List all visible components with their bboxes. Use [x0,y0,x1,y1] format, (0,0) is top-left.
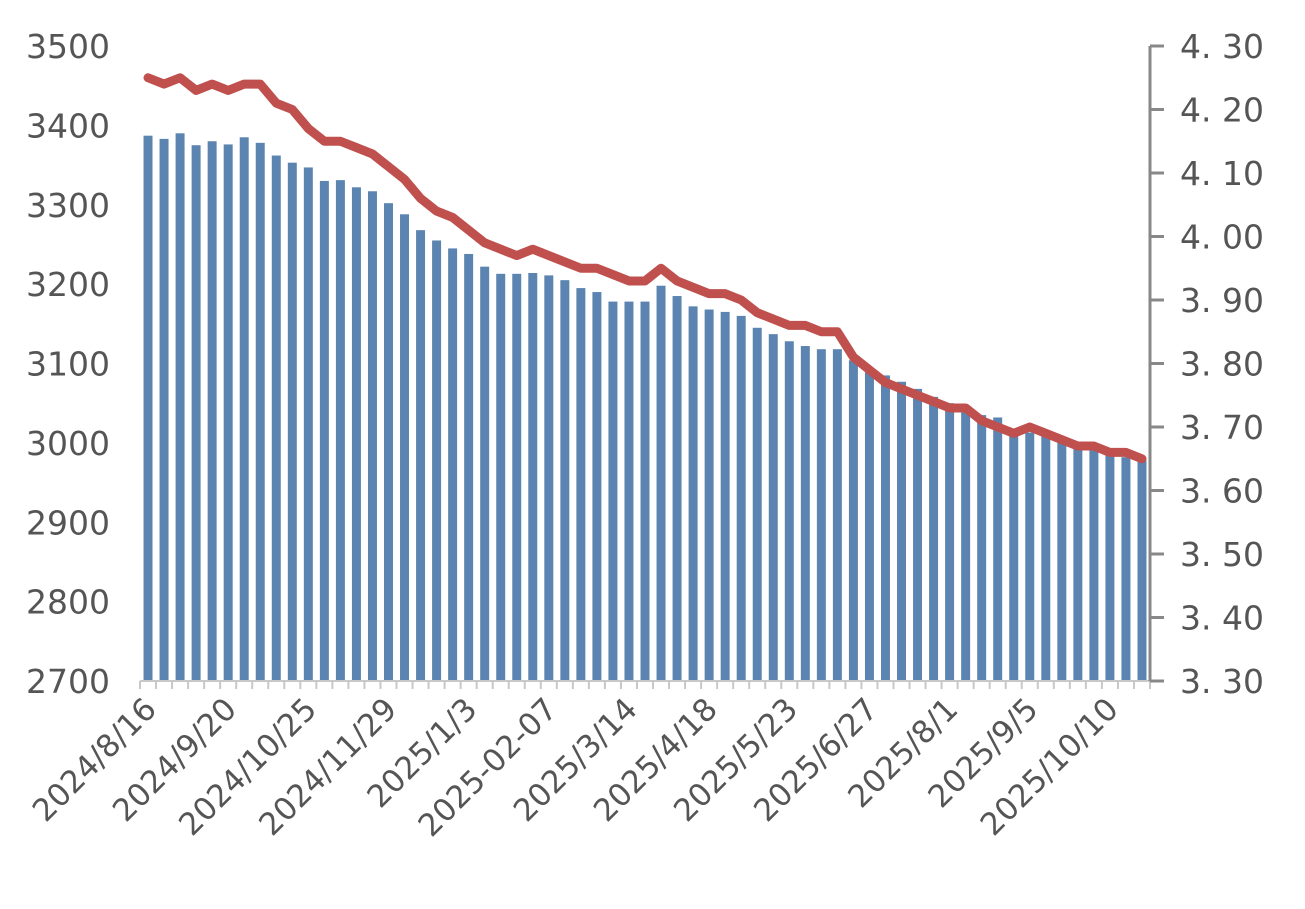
y2-tick-label: 4. 30 [1180,27,1264,66]
bar-2 [175,133,185,681]
bar-17 [416,230,426,681]
bar-36 [720,311,730,681]
y2-tick-label: 3. 50 [1180,535,1264,574]
bar-51 [961,408,971,681]
y2-tick-label: 3. 40 [1180,599,1264,638]
bar-57 [1057,441,1067,681]
bar-39 [768,334,778,681]
bar-47 [897,381,906,681]
bar-29 [608,301,618,681]
y-tick-label: 3000 [26,424,110,463]
bar-14 [367,191,377,681]
y-tick-label: 3300 [26,186,110,225]
line-series [143,73,1147,464]
bar-46 [880,375,890,681]
y-tick-label: 2800 [26,583,110,622]
bar-7 [255,142,265,682]
bar-61 [1121,457,1131,681]
bar-41 [800,346,810,681]
bar-37 [736,315,746,682]
y2-tick-label: 4. 20 [1180,91,1264,130]
bar-48 [913,388,923,681]
y2-tick-label: 4. 10 [1180,154,1264,193]
bar-21 [480,266,490,681]
y-tick-label: 3200 [26,265,110,304]
bar-16 [400,214,410,681]
bar-20 [464,253,474,681]
bar-54 [1009,428,1019,681]
y2-tick-label: 4. 00 [1180,218,1264,257]
bar-23 [512,273,522,681]
y-tick-label: 3100 [26,345,110,384]
bar-26 [560,280,570,681]
bar-19 [448,248,458,681]
y-tick-label: 2700 [26,662,110,701]
bar-38 [752,327,762,681]
bar-52 [977,415,987,681]
bar-60 [1105,450,1115,681]
bar-33 [672,296,682,681]
bar-18 [432,240,442,681]
bar-49 [929,396,939,681]
bar-53 [993,417,1003,681]
bar-3 [191,145,201,682]
bar-30 [624,301,634,681]
bar-50 [945,403,955,681]
bar-13 [351,187,361,682]
bar-31 [640,301,650,681]
y2-tick-label: 3. 90 [1180,281,1264,320]
bar-0 [143,135,153,681]
y2-tick-label: 3. 30 [1180,662,1264,701]
bar-55 [1025,432,1035,681]
bar-40 [784,341,794,681]
y2-tick-label: 3. 60 [1180,472,1264,511]
bar-4 [207,141,217,681]
bar-11 [319,180,329,681]
right-axis-labels: 3. 30 3. 40 3. 50 3. 60 3. 70 3. 80 3. 90 4. 00… [1150,27,1264,701]
bar-42 [816,349,826,681]
left-axis-labels: 2700 2800 2900 3000 3100 3200 3300 3400 3500 [26,27,110,701]
bar-62 [1137,460,1147,681]
x-axis-labels: 2024/8/162024/9/202024/10/252024/11/2920… [26,691,1126,844]
bar-34 [688,306,698,681]
bar-59 [1089,449,1099,681]
bar-35 [704,309,714,681]
bar-22 [496,273,506,681]
bar-44 [848,360,858,681]
bar-6 [239,137,249,681]
bar-28 [592,292,602,681]
bar-56 [1041,434,1051,681]
bar-58 [1073,446,1083,681]
bar-8 [271,155,281,682]
y2-tick-label: 3. 80 [1180,345,1264,384]
bar-10 [303,167,313,681]
x-axis-ticks [139,681,1151,689]
bar-1 [159,138,169,681]
bar-43 [832,349,842,681]
y-tick-label: 3400 [26,106,110,145]
bar-32 [656,285,666,681]
bar-45 [864,371,874,681]
bar-5 [223,144,233,681]
bar-25 [544,275,554,681]
bar-series [143,133,1147,682]
y2-tick-label: 3. 70 [1180,408,1264,447]
bar-15 [384,203,393,681]
bar-12 [335,180,345,681]
y-tick-label: 3500 [26,27,110,66]
bar-27 [576,288,586,681]
y-tick-label: 2900 [26,503,110,542]
bar-24 [528,273,538,681]
bar-9 [287,162,297,681]
